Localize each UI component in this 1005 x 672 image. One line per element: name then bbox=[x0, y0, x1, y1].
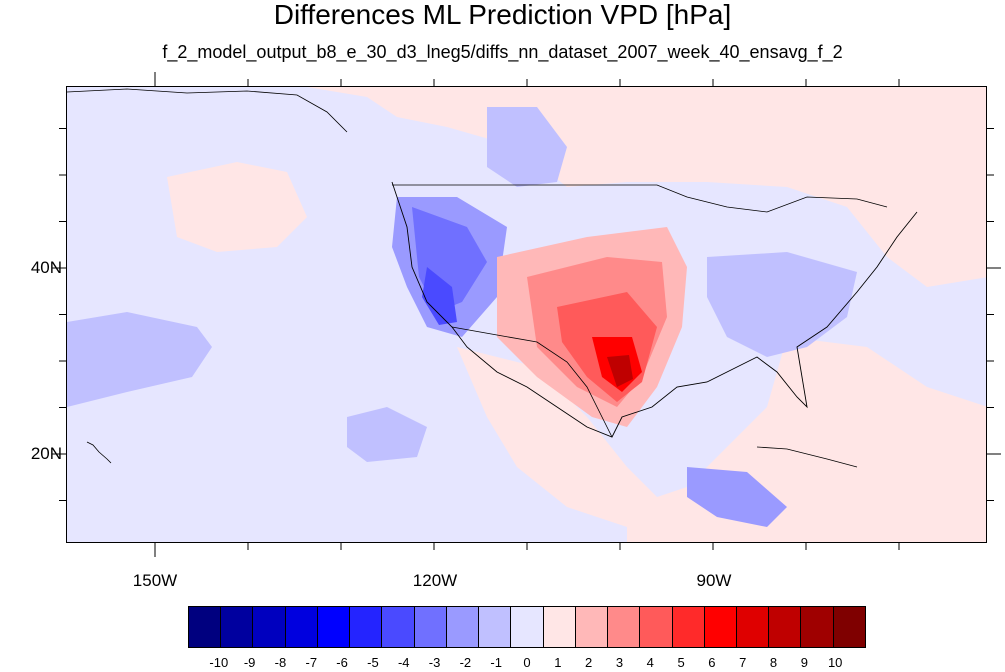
plot-subtitle: f_2_model_output_b8_e_30_d3_lneg5/diffs_… bbox=[162, 42, 843, 62]
colorbar-label: 5 bbox=[677, 655, 685, 670]
field-negative-east bbox=[707, 252, 857, 357]
colorbar-box bbox=[446, 607, 480, 647]
colorbar-label: 1 bbox=[554, 655, 562, 670]
field-positive-pacific bbox=[167, 162, 307, 252]
colorbar-label: -2 bbox=[459, 655, 472, 670]
field-negative-pacific bbox=[67, 312, 212, 407]
colorbar-box bbox=[543, 607, 576, 647]
colorbar-box bbox=[608, 607, 641, 647]
colorbar-box bbox=[189, 607, 222, 647]
colorbar-box bbox=[479, 607, 512, 647]
colorbar-box bbox=[769, 607, 802, 647]
colorbar-label: 9 bbox=[800, 655, 808, 670]
colorbar-box bbox=[801, 607, 834, 647]
colorbar-box bbox=[704, 607, 737, 647]
lat-label-40n: 40N bbox=[30, 258, 62, 277]
colorbar-label: -5 bbox=[367, 655, 379, 670]
colorbar-box bbox=[350, 607, 383, 647]
colorbar-label: 4 bbox=[646, 655, 654, 670]
border-us-mexico bbox=[451, 326, 613, 438]
coastline-hawaii bbox=[86, 441, 112, 464]
colorbar-label: -4 bbox=[397, 655, 410, 670]
lon-label-120w: 120W bbox=[412, 571, 458, 590]
field-negative-hawaii-east bbox=[347, 407, 427, 462]
colorbar-label: -1 bbox=[490, 655, 502, 670]
colorbar-box bbox=[382, 607, 415, 647]
colorbar-label: -7 bbox=[305, 655, 318, 670]
colorbar-box bbox=[640, 607, 673, 647]
colorbar-box bbox=[221, 607, 254, 647]
colorbar-box bbox=[672, 607, 705, 647]
colorbar-label: 0 bbox=[523, 655, 531, 670]
colorbar-box bbox=[414, 607, 447, 647]
colorbar-box bbox=[317, 607, 351, 647]
map-panel bbox=[66, 86, 987, 543]
border-us-canada bbox=[392, 184, 888, 213]
field-negative-caribbean bbox=[687, 467, 787, 527]
coastline-north-america bbox=[391, 181, 918, 438]
field-positive-texas-peak bbox=[607, 355, 633, 387]
colorbar-label: 2 bbox=[585, 655, 593, 670]
colorbar-box bbox=[736, 607, 770, 647]
field-negative-ca-coast bbox=[422, 267, 457, 325]
plot-title: Differences ML Prediction VPD [hPa] bbox=[273, 0, 732, 30]
colorbar-label: 8 bbox=[769, 655, 778, 670]
field-positive-mexico bbox=[457, 347, 667, 527]
colorbar bbox=[188, 606, 866, 648]
colorbar-label: 7 bbox=[739, 655, 747, 670]
lon-label-90w: 90W bbox=[696, 571, 732, 590]
colorbar-label: -6 bbox=[336, 655, 348, 670]
colorbar-label: -10 bbox=[209, 655, 229, 670]
lat-label-20n: 20N bbox=[30, 444, 62, 463]
colorbar-label: 10 bbox=[827, 655, 843, 670]
coastline-cuba bbox=[756, 446, 858, 468]
colorbar-label: 6 bbox=[708, 655, 716, 670]
colorbar-label: -8 bbox=[274, 655, 287, 670]
colorbar-box bbox=[253, 607, 286, 647]
coastline-alaska bbox=[67, 88, 348, 133]
colorbar-label: -3 bbox=[428, 655, 441, 670]
colorbar-box bbox=[833, 607, 865, 647]
field-negative-canada bbox=[487, 107, 567, 187]
colorbar-labels: -10 -9 -8 -7 -6 -5 -4 -3 -2 -1 0 1 2 3 4 5 6 7 8 9 10 bbox=[0, 656, 1005, 672]
colorbar-label: -9 bbox=[243, 655, 256, 670]
colorbar-label: 3 bbox=[615, 655, 624, 670]
lon-label-150w: 150W bbox=[132, 571, 178, 590]
colorbar-box bbox=[575, 607, 609, 647]
colorbar-box bbox=[511, 607, 544, 647]
colorbar-box bbox=[285, 607, 318, 647]
field-positive-north bbox=[67, 87, 986, 287]
map-field bbox=[67, 87, 986, 542]
